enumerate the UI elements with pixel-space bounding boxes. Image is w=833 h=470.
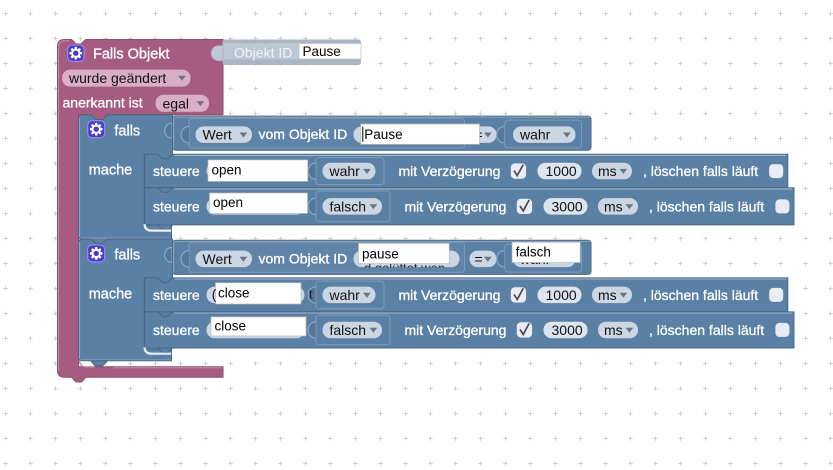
svg-text:Objekt ID: Objekt ID <box>234 44 292 60</box>
svg-text:steuere: steuere <box>153 322 200 338</box>
svg-text:steuere: steuere <box>153 163 200 179</box>
svg-text:mache: mache <box>89 162 133 178</box>
svg-text:1000: 1000 <box>546 287 577 303</box>
svg-text:close: close <box>215 319 247 334</box>
svg-text:falsch: falsch <box>330 322 367 338</box>
svg-text:mit Verzögerung: mit Verzögerung <box>405 198 507 214</box>
svg-text:falls: falls <box>114 124 140 140</box>
svg-text:, löschen falls läuft: , löschen falls läuft <box>649 322 764 338</box>
svg-text:ms: ms <box>604 322 623 338</box>
svg-text:falsch: falsch <box>330 198 367 214</box>
svg-text:, löschen falls läuft: , löschen falls läuft <box>649 198 764 214</box>
svg-text:open: open <box>213 195 243 210</box>
svg-text:, löschen falls läuft: , löschen falls läuft <box>643 287 758 303</box>
svg-text:egal: egal <box>163 95 189 111</box>
svg-text:vom Objekt ID: vom Objekt ID <box>259 126 348 142</box>
svg-text:Pause: Pause <box>303 44 341 59</box>
svg-text:steuere: steuere <box>153 287 200 303</box>
svg-text:mache: mache <box>89 287 133 303</box>
svg-text:falls: falls <box>114 248 140 264</box>
svg-text:1000: 1000 <box>546 163 577 179</box>
svg-text:ms: ms <box>598 287 617 303</box>
svg-text:3000: 3000 <box>552 322 583 338</box>
svg-text:anerkannt ist: anerkannt ist <box>63 95 143 111</box>
svg-text:close: close <box>218 285 250 300</box>
svg-text:t: t <box>309 287 313 302</box>
svg-text:wurde geändert: wurde geändert <box>68 70 166 86</box>
svg-text:mit Verzögerung: mit Verzögerung <box>399 287 501 303</box>
svg-text:Pause: Pause <box>364 127 402 142</box>
svg-text:mit Verzögerung: mit Verzögerung <box>405 322 507 338</box>
svg-text:steuere: steuere <box>153 198 200 214</box>
svg-text:wahr: wahr <box>329 287 361 303</box>
svg-text:(: ( <box>212 287 217 302</box>
svg-text:Falls Objekt: Falls Objekt <box>93 46 170 62</box>
svg-text:d.gelüftet.wenn: d.gelüftet.wenn <box>364 260 452 275</box>
svg-text:open: open <box>212 163 242 178</box>
svg-text:Wert: Wert <box>203 127 232 143</box>
svg-text:Wert: Wert <box>203 251 232 267</box>
svg-text:falsch: falsch <box>516 244 551 259</box>
svg-text:ms: ms <box>598 163 617 179</box>
svg-text:wahr: wahr <box>329 163 361 179</box>
svg-text:, löschen falls läuft: , löschen falls läuft <box>643 163 758 179</box>
svg-text:pause: pause <box>362 246 399 261</box>
svg-text:mit Verzögerung: mit Verzögerung <box>399 163 501 179</box>
svg-text:3000: 3000 <box>552 198 583 214</box>
svg-text:=: = <box>475 251 483 267</box>
svg-text:ms: ms <box>604 198 623 214</box>
svg-text:wahr: wahr <box>519 127 551 143</box>
svg-text:vom Objekt ID: vom Objekt ID <box>259 250 348 266</box>
